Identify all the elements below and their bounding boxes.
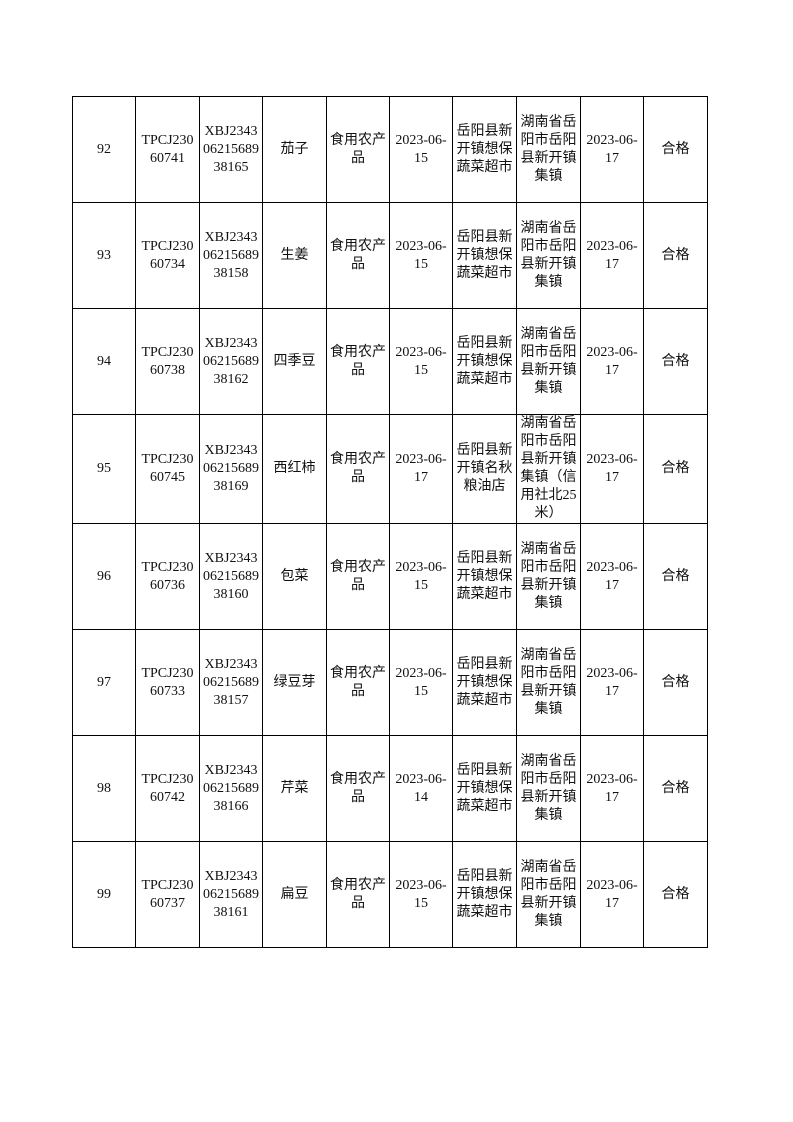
result-cell: 合格 — [643, 414, 708, 524]
sample-name-cell: 生姜 — [262, 202, 327, 309]
task-number-cell: TPCJ230 60738 — [135, 308, 200, 415]
row-number-cell: 97 — [72, 629, 136, 736]
task-number-cell: TPCJ230 60741 — [135, 96, 200, 203]
table-row: 95 TPCJ230 60745 XBJ2343 06215689 38169 西红柿… — [72, 414, 708, 524]
sample-name-cell: 四季豆 — [262, 308, 327, 415]
sampling-date-cell: 2023-06- 15 — [389, 841, 453, 948]
table-row: 96 TPCJ230 60736 XBJ2343 06215689 38160 包菜食… — [72, 523, 708, 630]
sampling-date-cell: 2023-06- 15 — [389, 523, 453, 630]
row-number-cell: 95 — [72, 414, 136, 524]
task-number-cell: TPCJ230 60745 — [135, 414, 200, 524]
report-date-cell: 2023-06- 17 — [580, 523, 644, 630]
report-date-cell: 2023-06- 17 — [580, 308, 644, 415]
category-cell: 食用农产 品 — [326, 841, 390, 948]
seller-name-cell: 岳阳县新 开镇想保 蔬菜超市 — [452, 735, 517, 842]
seller-address-cell: 湖南省岳 阳市岳阳 县新开镇 集镇 — [516, 523, 581, 630]
sample-number-cell: XBJ2343 06215689 38165 — [199, 96, 263, 203]
sample-name-cell: 芹菜 — [262, 735, 327, 842]
task-number-cell: TPCJ230 60737 — [135, 841, 200, 948]
result-cell: 合格 — [643, 841, 708, 948]
sample-name-cell: 西红柿 — [262, 414, 327, 524]
seller-name-cell: 岳阳县新 开镇想保 蔬菜超市 — [452, 96, 517, 203]
inspection-results-table: 92 TPCJ230 60741 XBJ2343 06215689 38165 茄子食… — [72, 96, 708, 948]
seller-name-cell: 岳阳县新 开镇想保 蔬菜超市 — [452, 523, 517, 630]
seller-address-cell: 湖南省岳 阳市岳阳 县新开镇 集镇 — [516, 308, 581, 415]
sample-number-cell: XBJ2343 06215689 38161 — [199, 841, 263, 948]
seller-address-cell: 湖南省岳 阳市岳阳 县新开镇 集镇 — [516, 96, 581, 203]
task-number-cell: TPCJ230 60734 — [135, 202, 200, 309]
result-cell: 合格 — [643, 629, 708, 736]
seller-name-cell: 岳阳县新 开镇想保 蔬菜超市 — [452, 629, 517, 736]
seller-address-cell: 湖南省岳 阳市岳阳 县新开镇 集镇 — [516, 841, 581, 948]
sample-number-cell: XBJ2343 06215689 38158 — [199, 202, 263, 309]
table-row: 94 TPCJ230 60738 XBJ2343 06215689 38162 四季豆… — [72, 308, 708, 415]
report-date-cell: 2023-06- 17 — [580, 414, 644, 524]
sampling-date-cell: 2023-06- 17 — [389, 414, 453, 524]
category-cell: 食用农产 品 — [326, 523, 390, 630]
seller-address-cell: 湖南省岳 阳市岳阳 县新开镇 集镇 — [516, 629, 581, 736]
result-cell: 合格 — [643, 735, 708, 842]
sample-number-cell: XBJ2343 06215689 38157 — [199, 629, 263, 736]
row-number-cell: 98 — [72, 735, 136, 842]
report-date-cell: 2023-06- 17 — [580, 202, 644, 309]
category-cell: 食用农产 品 — [326, 414, 390, 524]
category-cell: 食用农产 品 — [326, 629, 390, 736]
row-number-cell: 96 — [72, 523, 136, 630]
sampling-date-cell: 2023-06- 15 — [389, 308, 453, 415]
seller-address-cell: 湖南省岳 阳市岳阳 县新开镇 集镇 — [516, 735, 581, 842]
sampling-date-cell: 2023-06- 15 — [389, 202, 453, 309]
row-number-cell: 94 — [72, 308, 136, 415]
sample-name-cell: 绿豆芽 — [262, 629, 327, 736]
seller-name-cell: 岳阳县新 开镇名秋 粮油店 — [452, 414, 517, 524]
table-row: 99 TPCJ230 60737 XBJ2343 06215689 38161 扁豆食… — [72, 841, 708, 948]
row-number-cell: 93 — [72, 202, 136, 309]
category-cell: 食用农产 品 — [326, 96, 390, 203]
task-number-cell: TPCJ230 60742 — [135, 735, 200, 842]
seller-address-cell: 湖南省岳 阳市岳阳 县新开镇 集镇（信 用社北25 米） — [516, 414, 581, 524]
result-cell: 合格 — [643, 523, 708, 630]
category-cell: 食用农产 品 — [326, 202, 390, 309]
seller-address-cell: 湖南省岳 阳市岳阳 县新开镇 集镇 — [516, 202, 581, 309]
sample-number-cell: XBJ2343 06215689 38162 — [199, 308, 263, 415]
row-number-cell: 92 — [72, 96, 136, 203]
task-number-cell: TPCJ230 60736 — [135, 523, 200, 630]
sampling-date-cell: 2023-06- 15 — [389, 96, 453, 203]
seller-name-cell: 岳阳县新 开镇想保 蔬菜超市 — [452, 841, 517, 948]
result-cell: 合格 — [643, 202, 708, 309]
table-row: 98 TPCJ230 60742 XBJ2343 06215689 38166 芹菜食… — [72, 735, 708, 842]
task-number-cell: TPCJ230 60733 — [135, 629, 200, 736]
sample-number-cell: XBJ2343 06215689 38169 — [199, 414, 263, 524]
sampling-date-cell: 2023-06- 15 — [389, 629, 453, 736]
category-cell: 食用农产 品 — [326, 735, 390, 842]
table-row: 92 TPCJ230 60741 XBJ2343 06215689 38165 茄子食… — [72, 96, 708, 203]
sample-name-cell: 包菜 — [262, 523, 327, 630]
report-date-cell: 2023-06- 17 — [580, 629, 644, 736]
category-cell: 食用农产 品 — [326, 308, 390, 415]
table-row: 93 TPCJ230 60734 XBJ2343 06215689 38158 生姜食… — [72, 202, 708, 309]
sample-number-cell: XBJ2343 06215689 38160 — [199, 523, 263, 630]
sample-name-cell: 扁豆 — [262, 841, 327, 948]
table-body: 92 TPCJ230 60741 XBJ2343 06215689 38165 茄子食… — [72, 96, 708, 948]
sampling-date-cell: 2023-06- 14 — [389, 735, 453, 842]
seller-name-cell: 岳阳县新 开镇想保 蔬菜超市 — [452, 202, 517, 309]
seller-name-cell: 岳阳县新 开镇想保 蔬菜超市 — [452, 308, 517, 415]
result-cell: 合格 — [643, 96, 708, 203]
report-date-cell: 2023-06- 17 — [580, 735, 644, 842]
row-number-cell: 99 — [72, 841, 136, 948]
sample-number-cell: XBJ2343 06215689 38166 — [199, 735, 263, 842]
report-date-cell: 2023-06- 17 — [580, 841, 644, 948]
table-row: 97 TPCJ230 60733 XBJ2343 06215689 38157 绿豆芽… — [72, 629, 708, 736]
sample-name-cell: 茄子 — [262, 96, 327, 203]
report-date-cell: 2023-06- 17 — [580, 96, 644, 203]
result-cell: 合格 — [643, 308, 708, 415]
